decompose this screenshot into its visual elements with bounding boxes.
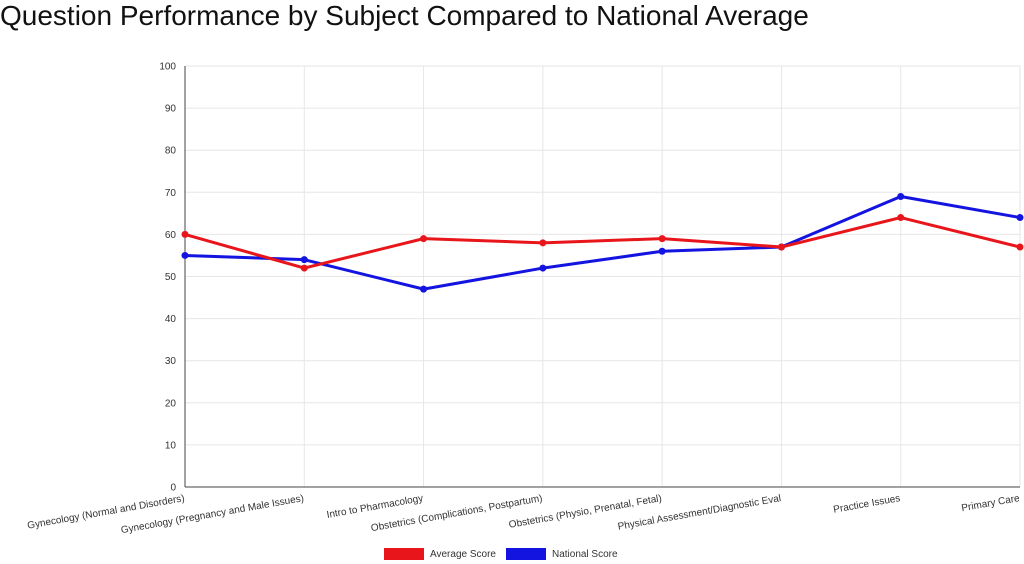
axis-layer [184, 66, 1020, 488]
y-tick-label: 80 [165, 146, 177, 157]
legend: Average Score National Score [384, 548, 622, 560]
data-point-national-score[interactable] [658, 247, 666, 255]
y-tick-label: 60 [165, 230, 177, 241]
chart-title: Question Performance by Subject Compared… [0, 0, 809, 31]
grid-layer [184, 65, 1021, 488]
y-tick-label: 90 [165, 104, 177, 115]
y-tick-label: 0 [170, 483, 176, 494]
y-tick-label: 20 [165, 398, 177, 409]
series-layer [181, 193, 1024, 293]
data-point-average-score[interactable] [181, 230, 189, 238]
legend-swatch-national [505, 548, 546, 560]
data-point-average-score[interactable] [777, 243, 785, 251]
y-tick-label: 50 [165, 272, 177, 283]
legend-item-national[interactable]: National Score [505, 548, 618, 560]
legend-swatch-average [384, 548, 424, 560]
x-tick-label: Practice Issues [833, 493, 902, 516]
data-point-average-score[interactable] [300, 264, 308, 272]
data-point-national-score[interactable] [181, 251, 189, 259]
y-tick-label: 30 [165, 356, 177, 367]
y-tick-label: 40 [165, 314, 177, 325]
data-point-average-score[interactable] [420, 235, 428, 243]
series-line-average-score [184, 216, 1021, 270]
data-point-national-score[interactable] [897, 193, 905, 201]
series-line-national-score [184, 195, 1021, 291]
y-tick-label: 100 [159, 62, 176, 73]
data-point-average-score[interactable] [897, 214, 905, 222]
legend-label-national: National Score [551, 548, 618, 560]
data-point-average-score[interactable] [658, 235, 666, 243]
data-point-average-score[interactable] [1016, 243, 1024, 251]
data-point-national-score[interactable] [539, 264, 547, 272]
data-point-average-score[interactable] [539, 239, 547, 247]
data-point-national-score[interactable] [1016, 214, 1024, 222]
y-tick-label: 10 [165, 440, 177, 451]
data-point-national-score[interactable] [300, 256, 308, 264]
legend-label-average: Average Score [430, 548, 496, 560]
x-tick-label: Primary Care [961, 493, 1021, 514]
y-tick-label: 70 [165, 188, 177, 199]
legend-item-average[interactable]: Average Score [384, 548, 496, 560]
data-point-national-score[interactable] [420, 285, 428, 293]
